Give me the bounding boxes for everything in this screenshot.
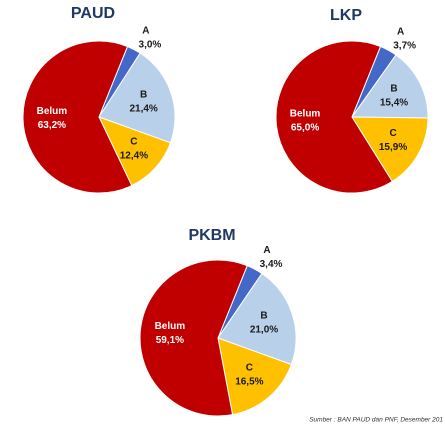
pie-slice xyxy=(275,40,393,194)
pie-slice xyxy=(351,54,429,119)
slice-category: C xyxy=(389,128,396,139)
chart-title: PKBM xyxy=(188,227,235,244)
slice-category: C xyxy=(246,362,253,373)
pie-slice xyxy=(351,116,429,183)
slice-category: B xyxy=(140,90,147,101)
slice-category: C xyxy=(130,136,137,147)
slice-value: 3,4% xyxy=(260,259,283,270)
slice-category: Belum xyxy=(155,321,186,332)
slice-value: 12,4% xyxy=(120,150,148,161)
slice-category: Belum xyxy=(37,106,68,117)
slice-value: 59,1% xyxy=(156,335,184,346)
pie-slice xyxy=(217,272,297,366)
pie-slice xyxy=(98,116,172,187)
slice-value: 15,4% xyxy=(380,97,408,108)
pie-slice xyxy=(22,40,133,194)
slice-value: 3,0% xyxy=(139,40,162,51)
slice-category: B xyxy=(390,83,397,94)
pie-slice xyxy=(217,337,293,416)
slice-category: A xyxy=(263,245,270,256)
chart-title: LKP xyxy=(330,7,362,24)
slice-value: 21,0% xyxy=(250,325,278,336)
slice-value: 15,9% xyxy=(379,142,407,153)
slice-value: 3,7% xyxy=(393,41,416,52)
chart-title: PAUD xyxy=(71,5,115,22)
slice-category: B xyxy=(260,311,267,322)
source-note: Sumber : BAN PAUD dan PNF, Desember 201 xyxy=(309,417,443,424)
slice-value: 21,4% xyxy=(129,104,157,115)
pie-slice xyxy=(98,52,176,144)
slice-value: 63,2% xyxy=(38,120,66,131)
slice-value: 16,5% xyxy=(235,376,263,387)
slice-category: A xyxy=(142,26,149,37)
pie-slice xyxy=(139,259,248,417)
slice-category: A xyxy=(397,27,404,38)
slice-value: 65,0% xyxy=(291,123,319,134)
slice-category: Belum xyxy=(290,109,321,120)
